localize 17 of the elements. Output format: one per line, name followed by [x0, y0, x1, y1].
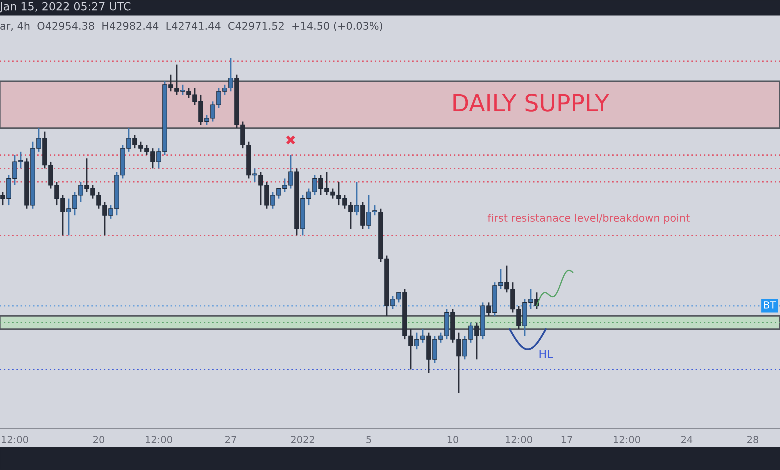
chart-subtitle: ar, 4h O42954.38 H42982.44 L42741.44 C42971.52 +14.50 (+0.03%)	[0, 22, 382, 32]
x-tick-label: 12:00	[506, 436, 532, 444]
x-tick-label: 17	[562, 436, 572, 444]
annotation: BT	[764, 302, 776, 309]
x-tick-label: 27	[226, 436, 236, 444]
x-tick-label: 5	[366, 436, 372, 444]
x-tick-label: 24	[682, 436, 693, 444]
annotation: HL	[540, 350, 554, 358]
x-tick-label: 12:00	[614, 436, 640, 444]
x-tick-label: 12:00	[2, 436, 28, 444]
x-tick-label: 10	[448, 436, 459, 444]
band-label: DAILY SUPPLY	[454, 94, 610, 112]
x-tick-label: 20	[94, 436, 105, 444]
x-tick-label: 12:00	[146, 436, 172, 444]
x-tick-label: 2022	[291, 436, 314, 444]
annotation: first resistanace level/breakdown point	[488, 214, 690, 224]
x-tick-label: 28	[748, 436, 759, 444]
